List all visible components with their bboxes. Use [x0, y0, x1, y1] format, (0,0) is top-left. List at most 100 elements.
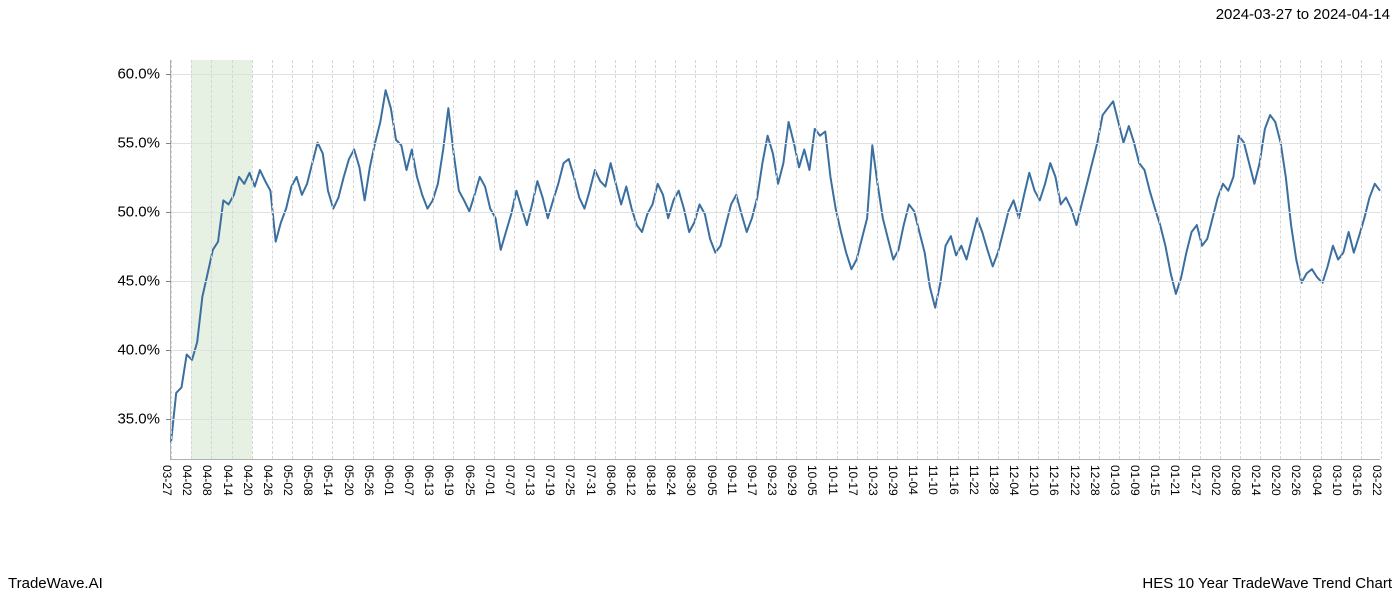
v-gridline: [272, 60, 273, 459]
v-gridline: [534, 60, 535, 459]
x-tick-label: 10-11: [826, 465, 840, 495]
y-tick-label: 45.0%: [117, 272, 160, 289]
x-tick-label: 09-05: [705, 465, 719, 496]
v-gridline: [373, 60, 374, 459]
x-tick-label: 07-07: [503, 465, 517, 496]
v-gridline: [1220, 60, 1221, 459]
x-tick-label: 09-17: [745, 465, 759, 496]
v-gridline: [1300, 60, 1301, 459]
x-tick-label: 05-08: [301, 465, 315, 496]
x-tick-label: 06-13: [422, 465, 436, 496]
v-gridline: [998, 60, 999, 459]
x-tick-label: 05-14: [321, 465, 335, 496]
v-gridline: [453, 60, 454, 459]
v-gridline: [1099, 60, 1100, 459]
x-tick-label: 06-25: [463, 465, 477, 496]
v-gridline: [1200, 60, 1201, 459]
v-gridline: [958, 60, 959, 459]
v-gridline: [675, 60, 676, 459]
x-tick-label: 03-27: [160, 465, 174, 496]
x-tick-label: 04-20: [241, 465, 255, 496]
x-tick-label: 04-14: [221, 465, 235, 496]
x-tick-label: 12-16: [1047, 465, 1061, 496]
v-gridline: [776, 60, 777, 459]
x-tick-label: 04-08: [200, 465, 214, 496]
x-tick-label: 02-02: [1209, 465, 1223, 496]
x-tick-label: 11-22: [967, 465, 981, 495]
v-gridline: [1280, 60, 1281, 459]
x-tick-label: 03-16: [1350, 465, 1364, 496]
v-gridline: [574, 60, 575, 459]
x-tick-label: 06-01: [382, 465, 396, 496]
v-gridline: [615, 60, 616, 459]
x-tick-label: 01-27: [1189, 465, 1203, 496]
v-gridline: [695, 60, 696, 459]
x-tick-label: 02-26: [1289, 465, 1303, 496]
x-tick-label: 03-10: [1330, 465, 1344, 496]
x-tick-label: 04-26: [261, 465, 275, 496]
x-tick-label: 12-28: [1088, 465, 1102, 496]
x-tick-label: 08-06: [604, 465, 618, 496]
x-tick-label: 07-01: [483, 465, 497, 496]
v-gridline: [1159, 60, 1160, 459]
y-tick-label: 50.0%: [117, 203, 160, 220]
x-tick-label: 07-13: [523, 465, 537, 496]
x-tick-label: 08-12: [624, 465, 638, 496]
y-tick-label: 60.0%: [117, 65, 160, 82]
x-tick-label: 01-21: [1168, 465, 1182, 496]
x-tick-label: 11-04: [906, 465, 920, 495]
y-tick-label: 55.0%: [117, 134, 160, 151]
x-tick-label: 04-02: [180, 465, 194, 496]
v-gridline: [978, 60, 979, 459]
x-tick-label: 03-04: [1310, 465, 1324, 496]
v-gridline: [252, 60, 253, 459]
v-gridline: [1018, 60, 1019, 459]
v-gridline: [312, 60, 313, 459]
x-tick-label: 10-05: [805, 465, 819, 496]
brand-label: TradeWave.AI: [8, 575, 103, 592]
x-tick-label: 07-19: [543, 465, 557, 496]
v-gridline: [937, 60, 938, 459]
v-gridline: [514, 60, 515, 459]
v-gridline: [756, 60, 757, 459]
v-gridline: [917, 60, 918, 459]
v-gridline: [1079, 60, 1080, 459]
v-gridline: [1260, 60, 1261, 459]
v-gridline: [877, 60, 878, 459]
x-tick-label: 10-23: [866, 465, 880, 496]
v-gridline: [332, 60, 333, 459]
x-tick-label: 09-23: [765, 465, 779, 496]
date-range-label: 2024-03-27 to 2024-04-14: [1216, 6, 1390, 23]
v-gridline: [635, 60, 636, 459]
v-gridline: [1240, 60, 1241, 459]
v-gridline: [1381, 60, 1382, 459]
v-gridline: [1038, 60, 1039, 459]
x-tick-label: 02-14: [1249, 465, 1263, 496]
v-gridline: [1361, 60, 1362, 459]
x-tick-label: 10-29: [886, 465, 900, 496]
v-gridline: [171, 60, 172, 459]
v-gridline: [837, 60, 838, 459]
chart-title: HES 10 Year TradeWave Trend Chart: [1142, 575, 1392, 592]
v-gridline: [232, 60, 233, 459]
x-tick-label: 11-16: [947, 465, 961, 495]
v-gridline: [655, 60, 656, 459]
v-gridline: [474, 60, 475, 459]
x-tick-label: 09-29: [785, 465, 799, 496]
x-tick-label: 05-20: [342, 465, 356, 496]
x-tick-label: 01-15: [1148, 465, 1162, 496]
v-gridline: [353, 60, 354, 459]
v-gridline: [413, 60, 414, 459]
x-tick-label: 07-31: [584, 465, 598, 496]
v-gridline: [897, 60, 898, 459]
v-gridline: [796, 60, 797, 459]
v-gridline: [494, 60, 495, 459]
x-tick-label: 12-04: [1007, 465, 1021, 496]
x-tick-label: 02-08: [1229, 465, 1243, 496]
x-tick-label: 12-10: [1027, 465, 1041, 496]
v-gridline: [554, 60, 555, 459]
y-tick-label: 40.0%: [117, 341, 160, 358]
v-gridline: [292, 60, 293, 459]
x-tick-label: 06-19: [442, 465, 456, 496]
y-tick-label: 35.0%: [117, 410, 160, 427]
